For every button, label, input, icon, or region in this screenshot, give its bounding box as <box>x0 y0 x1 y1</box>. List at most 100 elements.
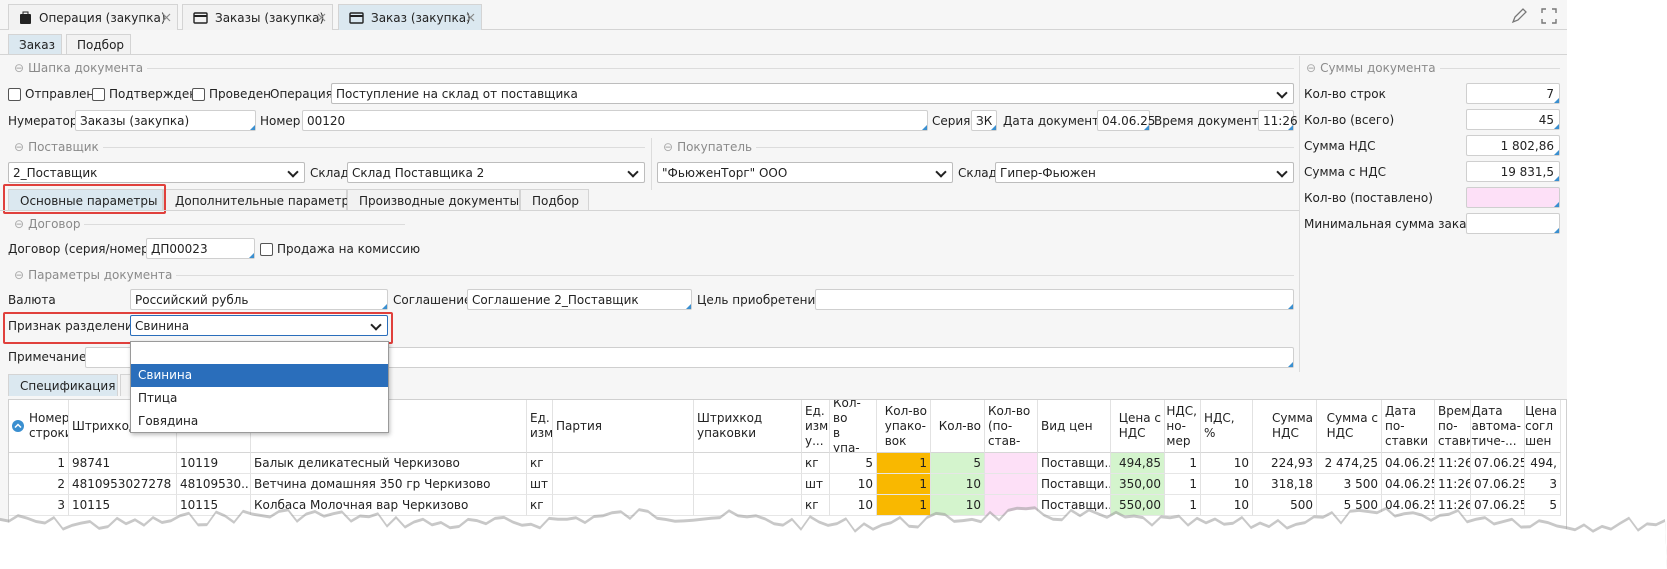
table-cell[interactable]: 1 <box>877 474 931 495</box>
table-cell[interactable]: 11:26 <box>1435 474 1471 495</box>
table-cell[interactable]: 1 <box>9 453 69 474</box>
column-header[interactable]: Ед. изм <box>527 400 553 453</box>
table-cell[interactable]: 10 <box>830 474 877 495</box>
table-cell[interactable]: Колбаса Молочная вар Черкизово <box>251 495 527 516</box>
column-header[interactable]: Ед. изм у... <box>802 400 830 453</box>
table-cell[interactable]: 5 <box>931 453 985 474</box>
table-cell[interactable]: 10 <box>830 495 877 516</box>
table-cell[interactable] <box>553 453 694 474</box>
table-cell[interactable]: 5 <box>830 453 877 474</box>
table-cell[interactable]: 10 <box>931 474 985 495</box>
table-cell[interactable]: шт <box>527 474 553 495</box>
table-cell[interactable]: 224,93 <box>1253 453 1317 474</box>
table-cell[interactable]: 318,18 <box>1253 474 1317 495</box>
table-cell[interactable] <box>553 474 694 495</box>
table-cell[interactable]: шт <box>802 474 830 495</box>
parameter-tab[interactable]: Основные параметры <box>8 189 163 211</box>
column-header[interactable]: Дата автома- тиче-... <box>1471 400 1525 453</box>
document-tab[interactable]: Заказ (закупка) <box>338 4 482 30</box>
table-cell[interactable]: 350,00 <box>1111 474 1165 495</box>
date-input[interactable]: 04.06.25 <box>1097 110 1155 131</box>
spec-tab[interactable]: Спецификация <box>8 374 118 396</box>
supplier-warehouse-select[interactable]: Склад Поставщика 2 <box>347 162 645 183</box>
table-cell[interactable]: 5 <box>1525 495 1561 516</box>
table-cell[interactable]: 3 500 <box>1317 474 1382 495</box>
dropdown-option[interactable]: Свинина <box>131 364 388 387</box>
table-cell[interactable]: 04.06.25 <box>1382 474 1435 495</box>
column-header[interactable]: Кол-во <box>931 400 985 453</box>
table-cell[interactable] <box>985 453 1038 474</box>
table-cell[interactable] <box>694 453 802 474</box>
checkbox[interactable] <box>260 243 273 256</box>
parameter-tab[interactable]: Производные документы <box>347 189 520 211</box>
parameter-tab[interactable]: Подбор <box>520 189 589 211</box>
contract-input[interactable]: ДП00023 <box>146 238 255 259</box>
table-cell[interactable]: 1 <box>1165 495 1201 516</box>
supplier-select[interactable]: 2_Поставщик <box>8 162 305 183</box>
series-input[interactable]: ЗК <box>971 110 997 131</box>
table-cell[interactable]: 494, <box>1525 453 1561 474</box>
column-header[interactable]: Сумма с НДС <box>1317 400 1382 453</box>
column-header[interactable]: Вид цен <box>1038 400 1111 453</box>
table-cell[interactable]: 10 <box>1201 453 1253 474</box>
table-cell[interactable]: 10 <box>931 495 985 516</box>
number-input[interactable]: 00120 <box>302 110 928 131</box>
table-cell[interactable]: кг <box>527 495 553 516</box>
document-tab[interactable]: Операция (закупка) <box>8 4 178 30</box>
table-cell[interactable]: 10 <box>1201 495 1253 516</box>
numerator-input[interactable]: Заказы (закупка) <box>75 110 256 131</box>
tab-close[interactable] <box>316 10 328 24</box>
tab-close[interactable] <box>465 10 477 24</box>
table-cell[interactable]: 1 <box>877 453 931 474</box>
dropdown-empty-option[interactable] <box>131 342 388 364</box>
column-header[interactable]: Партия <box>553 400 694 453</box>
table-cell[interactable]: 494,85 <box>1111 453 1165 474</box>
table-cell[interactable]: Поставщи... <box>1038 453 1111 474</box>
total-value[interactable]: 45 <box>1466 109 1560 130</box>
column-header[interactable]: Кол-во в упа- <box>830 400 877 453</box>
table-cell[interactable]: 500 <box>1253 495 1317 516</box>
column-header[interactable]: Врем по- ставк <box>1435 400 1471 453</box>
column-header[interactable]: Кол-во упако- вок <box>877 400 931 453</box>
column-header[interactable]: Штрихкод упаковки <box>694 400 802 453</box>
table-cell[interactable]: 10 <box>1201 474 1253 495</box>
table-cell[interactable]: 10115 <box>69 495 177 516</box>
column-header[interactable]: Кол-во (по- став- <box>985 400 1038 453</box>
edit-icon[interactable] <box>1510 7 1528 25</box>
table-cell[interactable]: 3 <box>1525 474 1561 495</box>
operation-select[interactable]: Поступление на склад от поставщика <box>331 83 1294 104</box>
purpose-input[interactable] <box>815 289 1294 310</box>
table-cell[interactable]: Балык деликатесный Черкизово <box>251 453 527 474</box>
table-cell[interactable]: 98741 <box>69 453 177 474</box>
table-cell[interactable]: 10119 <box>177 453 251 474</box>
column-header[interactable]: НДС, % <box>1201 400 1253 453</box>
table-cell[interactable]: 07.06.25 <box>1471 474 1525 495</box>
table-cell[interactable]: кг <box>802 495 830 516</box>
table-cell[interactable]: 11:26 <box>1435 453 1471 474</box>
form-tab[interactable]: Заказ <box>8 34 62 55</box>
parameter-tab[interactable]: Дополнительные параметры <box>163 189 359 211</box>
column-header[interactable]: Цена с НДС <box>1111 400 1165 453</box>
time-input[interactable]: 11:26 <box>1258 110 1298 131</box>
table-cell[interactable]: кг <box>802 453 830 474</box>
table-cell[interactable]: 1 <box>877 495 931 516</box>
agreement-input[interactable]: Соглашение 2_Поставщик <box>467 289 692 310</box>
total-value[interactable]: 7 <box>1466 83 1560 104</box>
table-cell[interactable]: 1 <box>1165 474 1201 495</box>
column-header[interactable]: Дата по- ставки <box>1382 400 1435 453</box>
document-tab[interactable]: Заказы (закупка) <box>182 4 333 30</box>
checkbox[interactable] <box>92 88 105 101</box>
table-cell[interactable]: 3 <box>9 495 69 516</box>
column-header[interactable]: НДС, но- мер <box>1165 400 1201 453</box>
table-cell[interactable]: 1 <box>1165 453 1201 474</box>
column-header[interactable]: Сумма НДС <box>1253 400 1317 453</box>
split-select[interactable]: Свинина <box>130 315 388 336</box>
table-cell[interactable]: 4810953027278 <box>69 474 177 495</box>
total-value[interactable] <box>1466 187 1560 208</box>
expand-icon[interactable] <box>1540 7 1558 25</box>
total-value[interactable] <box>1466 213 1560 234</box>
table-cell[interactable]: Поставщи... <box>1038 474 1111 495</box>
form-tab[interactable]: Подбор <box>66 34 131 55</box>
table-cell[interactable]: 07.06.25 <box>1471 495 1525 516</box>
table-cell[interactable]: 04.06.25 <box>1382 453 1435 474</box>
